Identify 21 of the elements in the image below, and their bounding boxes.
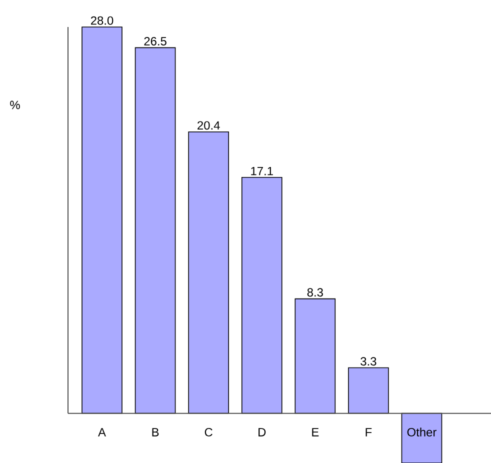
data-label: 17.1 (251, 166, 273, 176)
x-tick-label: Other (407, 428, 436, 436)
data-label: 8.3 (307, 288, 323, 297)
bar (401, 412, 442, 463)
bar (295, 298, 336, 414)
x-tick-label: A (98, 428, 106, 436)
x-tick-label: F (366, 428, 372, 436)
x-tick-label: E (312, 428, 319, 436)
data-label: 28.0 (90, 16, 114, 25)
data-label: 3.3 (360, 357, 376, 366)
bar (82, 26, 122, 414)
x-tick-label: C (204, 428, 212, 436)
y-axis-title: % (10, 100, 20, 110)
bar (135, 48, 176, 414)
bar (188, 132, 229, 414)
data-label: 26.5 (144, 37, 166, 46)
data-label: 20.4 (198, 121, 220, 130)
x-tick-label: B (152, 428, 159, 436)
x-tick-label: D (258, 428, 266, 436)
bar (242, 177, 282, 414)
bar (348, 368, 388, 414)
